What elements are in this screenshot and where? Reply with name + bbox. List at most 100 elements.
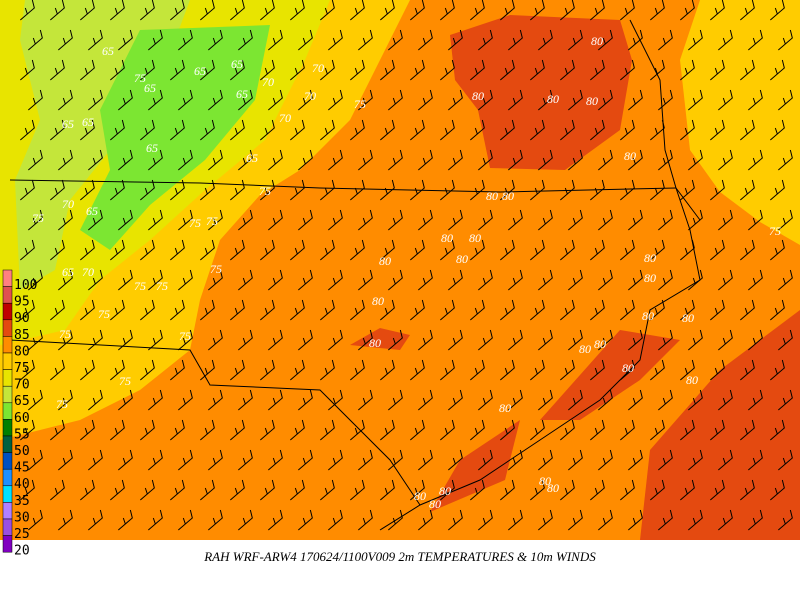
wind-barb: [598, 209, 613, 231]
wind-barb: [560, 299, 575, 321]
wind-barb: [500, 0, 515, 21]
wind-barb: [770, 179, 785, 201]
wind-barb: [658, 269, 673, 291]
color-bar-label: 80: [14, 344, 30, 359]
contour-label: 65: [231, 57, 243, 71]
wind-barb: [680, 0, 695, 21]
wind-barb: [658, 29, 673, 51]
temp-85-zone: [450, 15, 632, 170]
color-swatch: [2, 452, 13, 470]
wind-barb: [410, 419, 425, 441]
wind-barb: [260, 0, 275, 21]
wind-barb: [440, 359, 455, 381]
wind-barb: [380, 59, 395, 81]
color-swatch: [2, 369, 13, 387]
wind-barb: [500, 299, 515, 321]
wind-barb: [80, 479, 95, 501]
wind-barb: [328, 269, 343, 291]
wind-barb: [470, 359, 485, 381]
wind-barb: [170, 419, 185, 441]
contour-labels: 65 65 65 65 65 65 65 65 65 65 65 70 70 70 70 70 70 75 75 75…: [32, 34, 781, 511]
contour-label: 70: [304, 89, 316, 103]
wind-barb: [110, 0, 125, 21]
wind-barb: [20, 359, 35, 381]
wind-barb: [470, 119, 485, 141]
wind-barb: [28, 89, 43, 111]
wind-barb: [748, 269, 763, 291]
wind-barb: [388, 149, 403, 171]
wind-barb: [778, 89, 793, 111]
wind-barb: [58, 209, 73, 231]
wind-barb: [208, 29, 223, 51]
contour-label: 80: [622, 361, 634, 375]
contour-label: 80: [682, 311, 694, 325]
wind-barb: [620, 299, 635, 321]
wind-barb: [268, 29, 283, 51]
wind-barb: [560, 59, 575, 81]
temp-75-zone: [680, 0, 800, 245]
wind-barb: [688, 269, 703, 291]
wind-barb: [110, 419, 125, 441]
wind-barb: [470, 179, 485, 201]
wind-barb: [478, 329, 493, 351]
contour-label: 65: [102, 44, 114, 58]
wind-barb: [238, 329, 253, 351]
wind-barb: [350, 179, 365, 201]
wind-barb: [290, 119, 305, 141]
wind-barb: [508, 329, 523, 351]
wind-barb: [538, 509, 553, 531]
wind-barb: [50, 179, 65, 201]
wind-barb: [20, 119, 35, 141]
wind-barb: [388, 269, 403, 291]
wind-barb: [320, 119, 335, 141]
wind-barb: [20, 59, 35, 81]
wind-barb: [560, 359, 575, 381]
wind-barb: [178, 149, 193, 171]
wind-barb: [290, 179, 305, 201]
contour-label: 80: [456, 252, 468, 266]
wind-barb: [590, 299, 605, 321]
wind-barb: [230, 0, 245, 21]
wind-barb: [298, 329, 313, 351]
wind-barb: [80, 359, 95, 381]
contour-label: 80: [369, 336, 381, 350]
wind-barb: [350, 359, 365, 381]
wind-barb: [88, 29, 103, 51]
wind-barb: [748, 389, 763, 411]
contour-label: 80: [642, 309, 654, 323]
color-bar-label: 55: [14, 427, 30, 442]
wind-barb: [200, 239, 215, 261]
wind-barb: [290, 419, 305, 441]
wind-barb: [568, 389, 583, 411]
contour-label: 75: [156, 279, 168, 293]
wind-barb: [320, 239, 335, 261]
wind-barb: [20, 239, 35, 261]
contour-label: 75: [134, 279, 146, 293]
wind-barb: [298, 29, 313, 51]
wind-barb: [388, 89, 403, 111]
wind-barb: [148, 149, 163, 171]
wind-barb: [500, 419, 515, 441]
wind-barb: [328, 89, 343, 111]
wind-barb: [118, 149, 133, 171]
wind-barb: [50, 119, 65, 141]
wind-barb: [740, 239, 755, 261]
wind-barb: [628, 29, 643, 51]
wind-barb: [148, 329, 163, 351]
wind-barb: [598, 329, 613, 351]
wind-barb: [208, 269, 223, 291]
color-swatch: [2, 302, 13, 321]
wind-barb: [508, 209, 523, 231]
wind-barb: [770, 239, 785, 261]
wind-barb: [530, 359, 545, 381]
wind-barb: [770, 419, 785, 441]
wind-barb: [80, 179, 95, 201]
wind-barb: [748, 329, 763, 351]
wind-barb: [358, 449, 373, 471]
wind-barb: [590, 479, 605, 501]
wind-barb: [470, 59, 485, 81]
wind-barb: [770, 299, 785, 321]
wind-barb: [680, 179, 695, 201]
wind-barb: [28, 509, 43, 531]
